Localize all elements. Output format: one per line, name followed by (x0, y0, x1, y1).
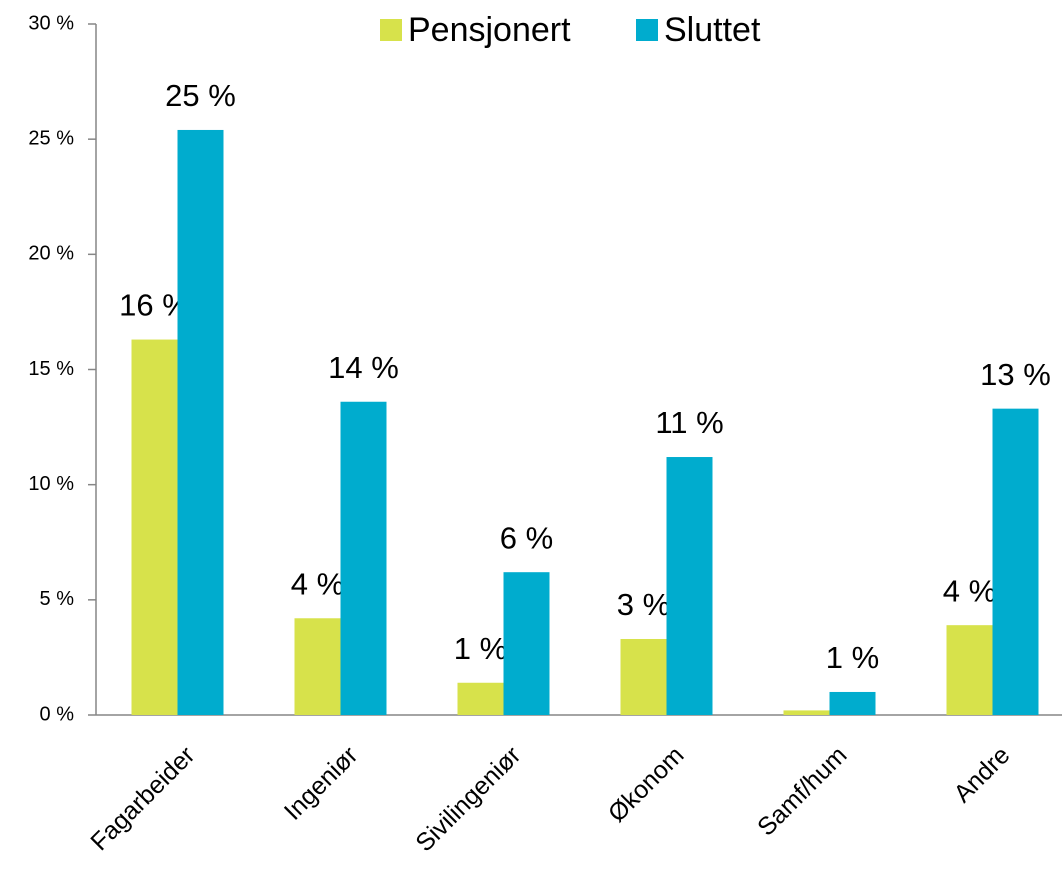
legend-swatch (380, 19, 402, 41)
data-label: 25 % (165, 78, 236, 113)
bar (294, 618, 341, 715)
x-tick-label: Ingeniør (279, 741, 364, 826)
x-tick-label: Sivilingeniør (410, 741, 526, 857)
bar (177, 129, 224, 715)
data-label: 1 % (454, 631, 507, 666)
data-label: 6 % (500, 520, 553, 555)
y-tick-label: 0 % (40, 703, 75, 725)
data-label: 14 % (328, 350, 399, 385)
bar (783, 710, 830, 715)
y-tick-label: 15 % (28, 358, 74, 380)
bar (340, 401, 387, 715)
y-tick-label: 30 % (28, 12, 74, 34)
data-label: 1 % (826, 640, 879, 675)
data-label: 3 % (617, 587, 670, 622)
x-tick-label: Samf/hum (752, 741, 852, 841)
data-label: 11 % (655, 405, 723, 440)
bar (829, 691, 876, 715)
bar (620, 638, 667, 715)
x-tick-label: Økonom (603, 741, 690, 828)
bar (946, 625, 993, 715)
bar (666, 457, 713, 715)
bar (503, 572, 550, 715)
bar (992, 408, 1039, 715)
bar (457, 682, 504, 715)
y-tick-label: 10 % (28, 473, 74, 495)
data-label: 4 % (291, 566, 344, 601)
x-tick-label: Fagarbeider (85, 741, 200, 856)
data-label: 4 % (943, 573, 996, 608)
y-tick-label: 5 % (40, 588, 75, 610)
y-tick-label: 25 % (28, 127, 74, 149)
legend-swatch (636, 19, 658, 41)
y-tick-label: 20 % (28, 243, 74, 265)
bar (131, 339, 178, 715)
x-tick-label: Andre (948, 741, 1015, 808)
legend-label: Sluttet (664, 11, 761, 49)
data-label: 13 % (980, 357, 1051, 392)
legend-label: Pensjonert (408, 11, 571, 49)
